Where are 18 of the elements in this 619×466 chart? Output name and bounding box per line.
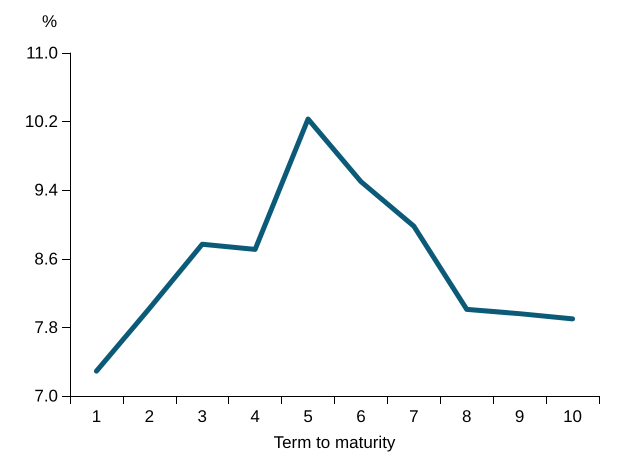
x-tick-label: 3 bbox=[198, 407, 207, 426]
x-tick-label: 5 bbox=[303, 407, 313, 426]
y-axis-title: % bbox=[42, 12, 58, 31]
y-tick-label: 10.2 bbox=[24, 112, 58, 132]
y-tick-label: 11.0 bbox=[26, 44, 58, 62]
x-tick-label: 4 bbox=[250, 407, 260, 426]
x-tick-label: 2 bbox=[144, 407, 154, 426]
y-tick-label: 7.8 bbox=[34, 318, 58, 337]
y-tick-label: 9.4 bbox=[34, 180, 58, 200]
y-tick-label: 8.6 bbox=[34, 249, 58, 268]
x-tick-label: 6 bbox=[356, 407, 366, 426]
x-axis-title: Term to maturity bbox=[274, 433, 396, 452]
x-tick-label: 10 bbox=[563, 407, 582, 426]
y-tick-label: 7.0 bbox=[34, 386, 58, 406]
x-tick-label: 9 bbox=[514, 407, 524, 426]
x-tick-label: 8 bbox=[462, 407, 472, 426]
x-tick-label: 1 bbox=[92, 407, 102, 426]
x-tick-label: 7 bbox=[409, 407, 419, 426]
